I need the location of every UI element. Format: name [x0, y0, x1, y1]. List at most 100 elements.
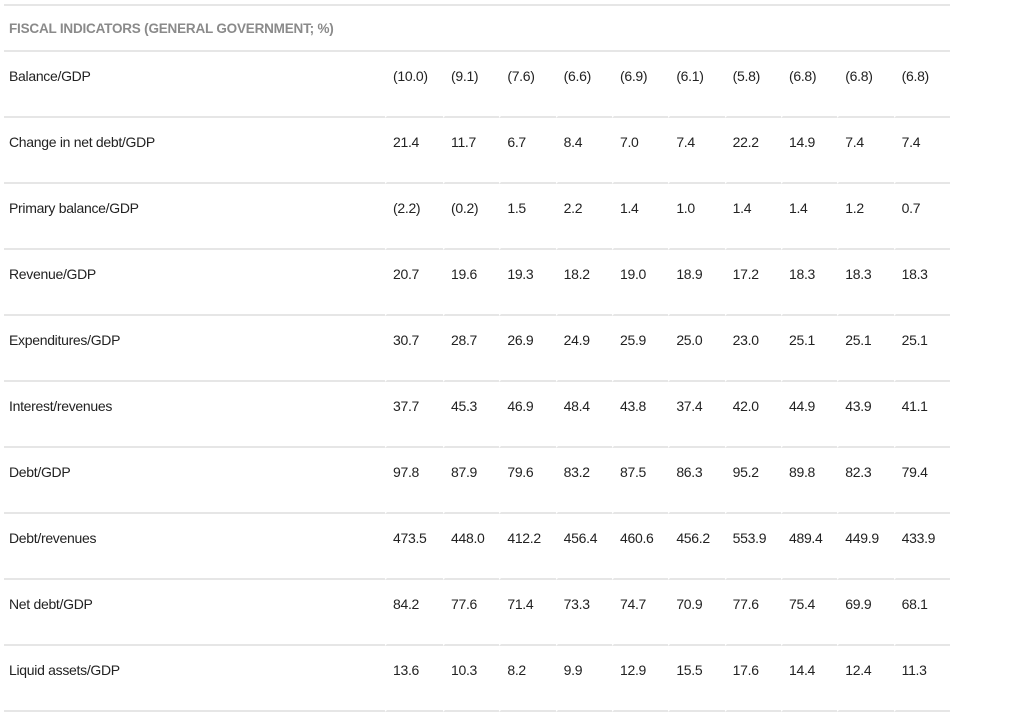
- table-cell: 48.4: [555, 382, 612, 448]
- table-cell: (6.6): [555, 52, 612, 118]
- table-cell: 26.9: [499, 316, 556, 382]
- table-cell: 1.2: [837, 184, 894, 250]
- table-cell: 1.4: [724, 184, 781, 250]
- table-cell: 473.5: [385, 514, 443, 580]
- table-cell: 68.1: [893, 580, 950, 646]
- table-cell: 43.9: [837, 382, 894, 448]
- table-cell: 25.1: [780, 316, 838, 382]
- table-row: Interest/revenues 37.7 45.3 46.9 48.4 43.8 37.…: [4, 382, 950, 448]
- table-cell: (6.8): [893, 52, 950, 118]
- table-cell: 14.9: [780, 118, 838, 184]
- table-cell: 74.7: [611, 580, 669, 646]
- table-cell: 25.9: [611, 316, 669, 382]
- table-cell: 13.6: [385, 646, 443, 712]
- table-cell: (7.6): [499, 52, 556, 118]
- table-cell: 1.4: [611, 184, 669, 250]
- table-row: Primary balance/GDP (2.2) (0.2) 1.5 2.2 1.4 1.…: [4, 184, 950, 250]
- table-cell: 46.9: [499, 382, 556, 448]
- table-row: Balance/GDP (10.0) (9.1) (7.6) (6.6) (6.9) (6.…: [4, 52, 950, 118]
- table-cell: 10.3: [443, 646, 500, 712]
- row-label: Balance/GDP: [4, 52, 385, 118]
- table-cell: 18.3: [893, 250, 950, 316]
- table-cell: 15.5: [668, 646, 725, 712]
- table-cell: 412.2: [499, 514, 556, 580]
- table-cell: 28.7: [443, 316, 500, 382]
- table-cell: 449.9: [837, 514, 894, 580]
- table-cell: 70.9: [668, 580, 725, 646]
- row-label: Primary balance/GDP: [4, 184, 385, 250]
- table-cell: 6.7: [499, 118, 556, 184]
- table-cell: 82.3: [837, 448, 894, 514]
- table-cell: (6.8): [837, 52, 894, 118]
- table-cell: 18.3: [837, 250, 894, 316]
- table-cell: (2.2): [385, 184, 443, 250]
- table-cell: 37.4: [668, 382, 725, 448]
- table-cell: 1.5: [499, 184, 556, 250]
- table-cell: 21.4: [385, 118, 443, 184]
- table-cell: 75.4: [780, 580, 838, 646]
- table-cell: 25.0: [668, 316, 725, 382]
- table-row: Liquid assets/GDP 13.6 10.3 8.2 9.9 12.9 15.5 1…: [4, 646, 950, 712]
- table-cell: 18.2: [555, 250, 612, 316]
- table-row: Debt/GDP 97.8 87.9 79.6 83.2 87.5 86.3 95.2 89.8…: [4, 448, 950, 514]
- row-label: Interest/revenues: [4, 382, 385, 448]
- table-cell: (6.1): [668, 52, 725, 118]
- table-cell: 19.3: [499, 250, 556, 316]
- table-cell: 7.4: [668, 118, 725, 184]
- table-cell: 73.3: [555, 580, 612, 646]
- table-cell: 87.5: [611, 448, 669, 514]
- table-cell: 37.7: [385, 382, 443, 448]
- row-label: Expenditures/GDP: [4, 316, 385, 382]
- table-cell: (9.1): [443, 52, 500, 118]
- table-cell: 84.2: [385, 580, 443, 646]
- table-cell: 89.8: [780, 448, 838, 514]
- table-cell: 86.3: [668, 448, 725, 514]
- table-cell: 12.4: [837, 646, 894, 712]
- table-cell: 24.9: [555, 316, 612, 382]
- fiscal-indicators-table: FISCAL INDICATORS (GENERAL GOVERNMENT; %…: [4, 4, 950, 712]
- table-cell: 42.0: [724, 382, 781, 448]
- row-label: Liquid assets/GDP: [4, 646, 385, 712]
- table-cell: 87.9: [443, 448, 500, 514]
- table-cell: 43.8: [611, 382, 669, 448]
- table-cell: 23.0: [724, 316, 781, 382]
- table-cell: (5.8): [724, 52, 781, 118]
- table-cell: 11.3: [893, 646, 950, 712]
- table-cell: 19.6: [443, 250, 500, 316]
- table-cell: 11.7: [443, 118, 500, 184]
- table-cell: 2.2: [555, 184, 612, 250]
- table-cell: 18.3: [780, 250, 838, 316]
- table-cell: 30.7: [385, 316, 443, 382]
- table-cell: 25.1: [837, 316, 894, 382]
- table-title: FISCAL INDICATORS (GENERAL GOVERNMENT; %…: [4, 4, 950, 52]
- row-label: Revenue/GDP: [4, 250, 385, 316]
- table-cell: 8.4: [555, 118, 612, 184]
- table-cell: 7.4: [837, 118, 894, 184]
- table-cell: (6.9): [611, 52, 669, 118]
- table-cell: 22.2: [724, 118, 781, 184]
- table-cell: 12.9: [611, 646, 669, 712]
- table-cell: 77.6: [443, 580, 500, 646]
- row-label: Debt/revenues: [4, 514, 385, 580]
- table-cell: 448.0: [443, 514, 500, 580]
- table-cell: 1.0: [668, 184, 725, 250]
- table-cell: 19.0: [611, 250, 669, 316]
- table-cell: 14.4: [780, 646, 838, 712]
- table-cell: 1.4: [780, 184, 838, 250]
- table-cell: 460.6: [611, 514, 669, 580]
- table-cell: 433.9: [893, 514, 950, 580]
- table-cell: (10.0): [385, 52, 443, 118]
- table-cell: (6.8): [780, 52, 838, 118]
- table-row: Change in net debt/GDP 21.4 11.7 6.7 8.4 7.0 7…: [4, 118, 950, 184]
- table-cell: 0.7: [893, 184, 950, 250]
- table-cell: 20.7: [385, 250, 443, 316]
- row-label: Change in net debt/GDP: [4, 118, 385, 184]
- table-cell: 41.1: [893, 382, 950, 448]
- table-cell: 7.0: [611, 118, 669, 184]
- table-row: Debt/revenues 473.5 448.0 412.2 456.4 460.6 45…: [4, 514, 950, 580]
- table-cell: 95.2: [724, 448, 781, 514]
- table-cell: 456.2: [668, 514, 725, 580]
- table-cell: 79.4: [893, 448, 950, 514]
- table-cell: 79.6: [499, 448, 556, 514]
- table-row: Expenditures/GDP 30.7 28.7 26.9 24.9 25.9 25.0…: [4, 316, 950, 382]
